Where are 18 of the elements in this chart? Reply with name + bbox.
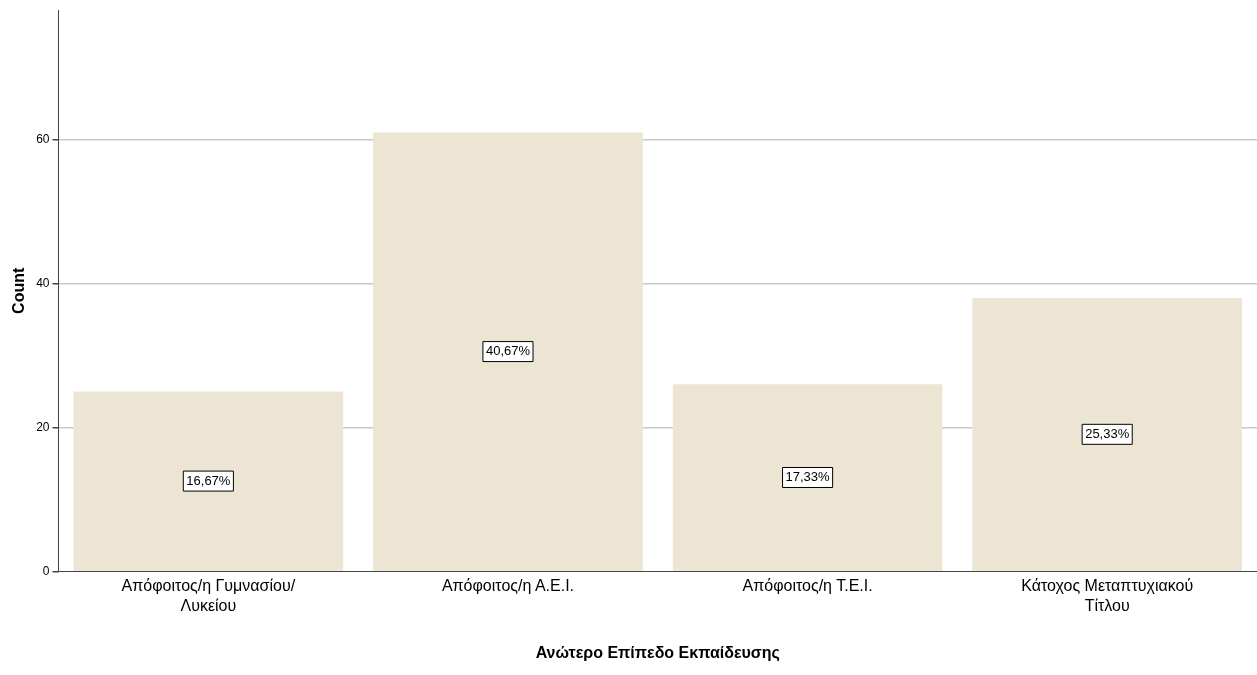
bar — [373, 132, 643, 571]
bar — [73, 391, 344, 571]
annotation: 40,67% — [485, 343, 531, 359]
x-tick-label: Απόφοιτος/η Τ.Ε.Ι. — [742, 577, 873, 595]
bar — [972, 298, 1243, 571]
y-tick-label: 40 — [36, 275, 50, 290]
y-tick-label: 60 — [36, 132, 50, 147]
y-tick-label: 0 — [42, 563, 50, 578]
x-tick-label: Απόφοιτος/η Α.Ε.Ι. — [441, 577, 575, 595]
x-axis-title: Ανώτερο Επίπεδο Εκπαίδευσης — [535, 643, 780, 662]
y-axis-title: Count — [10, 267, 28, 314]
bar — [672, 384, 943, 571]
annotation: 25,33% — [1085, 425, 1130, 441]
annotation: 17,33% — [785, 469, 831, 485]
x-tick-label: Κάτοχος Μεταπτυχιακού Τίτλου — [1021, 577, 1194, 614]
x-tick-label: Απόφοιτος/η Γυμνασίου/ Λυκείου — [121, 577, 296, 614]
y-tick-label: 20 — [36, 419, 50, 434]
annotation: 16,67% — [186, 472, 231, 488]
